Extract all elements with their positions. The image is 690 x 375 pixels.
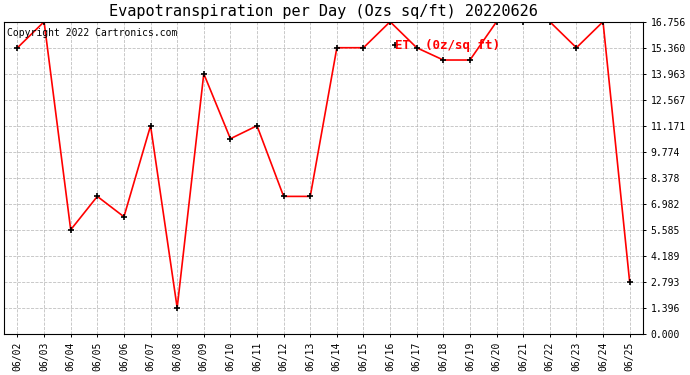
ET  (0z/sq ft) (519, 20, 527, 24)
ET  (0z/sq ft) (572, 45, 580, 50)
ET  (0z/sq ft) (440, 58, 448, 62)
ET  (0z/sq ft) (40, 20, 48, 24)
ET  (0z/sq ft) (359, 45, 368, 50)
ET  (0z/sq ft) (626, 279, 634, 284)
ET  (0z/sq ft) (13, 45, 21, 50)
Title: Evapotranspiration per Day (Ozs sq/ft) 20220626: Evapotranspiration per Day (Ozs sq/ft) 2… (109, 4, 538, 19)
ET  (0z/sq ft) (466, 58, 474, 62)
ET  (0z/sq ft) (306, 194, 315, 199)
ET  (0z/sq ft) (120, 214, 128, 219)
ET  (0z/sq ft) (386, 20, 394, 24)
ET  (0z/sq ft) (93, 194, 101, 199)
ET  (0z/sq ft) (146, 123, 155, 128)
ET  (0z/sq ft) (546, 20, 554, 24)
ET  (0z/sq ft) (66, 228, 75, 232)
ET  (0z/sq ft) (173, 306, 181, 310)
ET  (0z/sq ft) (599, 20, 607, 24)
Text: Copyright 2022 Cartronics.com: Copyright 2022 Cartronics.com (8, 28, 178, 38)
ET  (0z/sq ft) (333, 45, 341, 50)
ET  (0z/sq ft) (279, 194, 288, 199)
ET  (0z/sq ft) (253, 123, 261, 128)
ET  (0z/sq ft) (199, 72, 208, 76)
ET  (0z/sq ft) (493, 20, 501, 24)
Legend: ET  (0z/sq ft): ET (0z/sq ft) (391, 34, 506, 57)
ET  (0z/sq ft) (413, 45, 421, 50)
ET  (0z/sq ft) (226, 136, 235, 141)
Line: ET  (0z/sq ft): ET (0z/sq ft) (14, 18, 633, 311)
